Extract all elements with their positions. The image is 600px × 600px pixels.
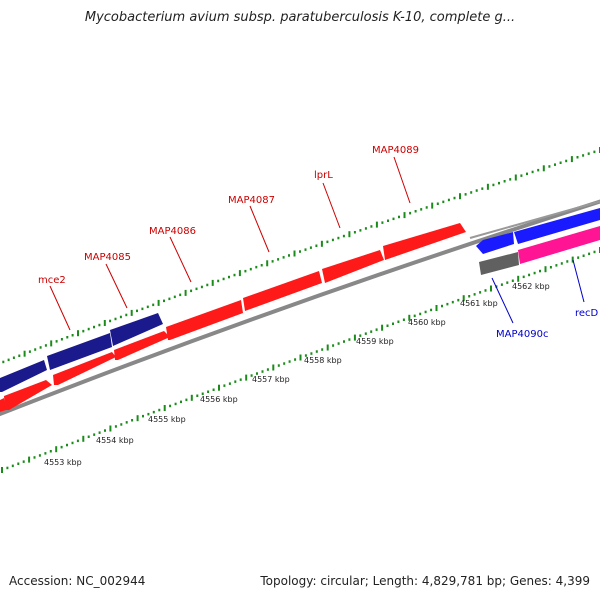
forward-genes bbox=[0, 223, 466, 412]
gene-label[interactable]: mce2 bbox=[38, 275, 66, 286]
gene-label[interactable]: MAP4086 bbox=[149, 226, 196, 237]
gene-arrow[interactable] bbox=[383, 223, 466, 260]
accession-text: Accession: NC_002944 bbox=[9, 574, 146, 588]
gene-arrow[interactable] bbox=[110, 313, 163, 346]
scale-tick-label: 4559 kbp bbox=[356, 337, 394, 346]
gene-label[interactable]: MAP4090c bbox=[496, 329, 548, 340]
reverse-genes-right bbox=[476, 208, 600, 275]
scale-ticks: 4553 kbp 4554 kbp 4555 kbp 4556 kbp 4557… bbox=[44, 282, 550, 467]
scale-tick-label: 4556 kbp bbox=[200, 395, 238, 404]
scale-tick-label: 4560 kbp bbox=[408, 318, 446, 327]
gene-label-group: mce2 MAP4085 MAP4086 MAP4087 lprL MAP408… bbox=[38, 145, 599, 340]
gene-label[interactable]: recD bbox=[575, 308, 599, 319]
gene-arrow[interactable] bbox=[476, 232, 514, 254]
gene-arrow[interactable] bbox=[47, 333, 112, 370]
gene-arrow[interactable] bbox=[243, 271, 322, 311]
scale-tick-label: 4558 kbp bbox=[304, 356, 342, 365]
gene-label[interactable]: lprL bbox=[314, 170, 333, 181]
gene-arrow[interactable] bbox=[518, 226, 600, 264]
gene-arrow[interactable] bbox=[322, 250, 384, 283]
gene-arrow[interactable] bbox=[0, 360, 47, 392]
scale-tick-label: 4557 kbp bbox=[252, 375, 290, 384]
scale-tick-label: 4562 kbp bbox=[512, 282, 550, 291]
gene-arrow[interactable] bbox=[479, 252, 519, 275]
backbone-line-upper bbox=[469, 200, 600, 239]
gene-arrow[interactable] bbox=[4, 380, 52, 410]
gene-label[interactable]: MAP4089 bbox=[372, 145, 419, 156]
gene-arrow[interactable] bbox=[53, 352, 116, 385]
genome-summary-text: Topology: circular; Length: 4,829,781 bp… bbox=[260, 574, 590, 588]
reverse-genes-left bbox=[0, 313, 163, 392]
gc-skew-track-inner bbox=[1, 247, 600, 473]
gene-arrow[interactable] bbox=[114, 331, 170, 360]
backbone-line bbox=[0, 199, 600, 417]
gc-skew-track-outer bbox=[2, 147, 600, 364]
gene-label[interactable]: MAP4085 bbox=[84, 252, 131, 263]
gene-arrow[interactable] bbox=[166, 300, 243, 340]
gene-label[interactable]: MAP4087 bbox=[228, 195, 275, 206]
scale-tick-label: 4561 kbp bbox=[460, 299, 498, 308]
scale-tick-label: 4553 kbp bbox=[44, 458, 82, 467]
scale-tick-label: 4554 kbp bbox=[96, 436, 134, 445]
map-title: Mycobacterium avium subsp. paratuberculo… bbox=[84, 10, 516, 25]
scale-tick-label: 4555 kbp bbox=[148, 415, 186, 424]
gene-arrow[interactable] bbox=[514, 208, 600, 244]
